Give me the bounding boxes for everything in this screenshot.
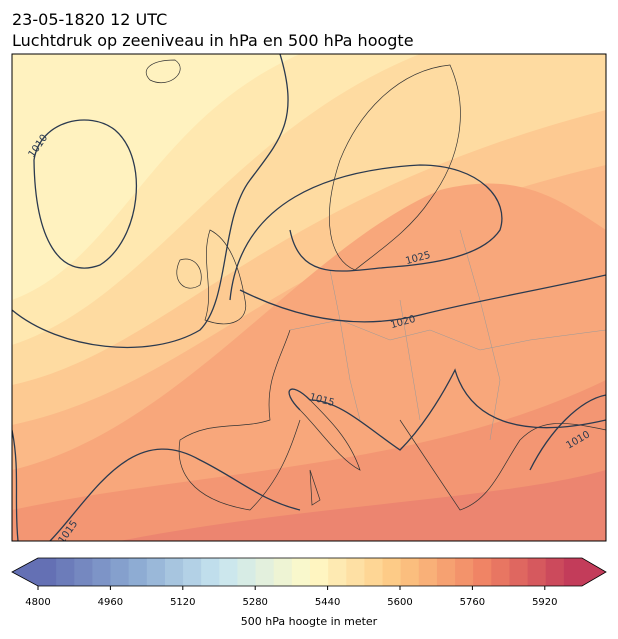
title: 23-05-1820 12 UTC <box>12 10 167 29</box>
colorbar-segment <box>183 558 202 586</box>
colorbar-tick-label: 5600 <box>387 597 412 608</box>
subtitle: Luchtdruk op zeeniveau in hPa en 500 hPa… <box>12 31 414 50</box>
colorbar-segment <box>255 558 275 586</box>
colorbar-tick-label: 5440 <box>315 597 340 608</box>
colorbar-segment <box>364 558 384 586</box>
colorbar-tick-label: 5760 <box>460 597 485 608</box>
colorbar-segment <box>382 558 402 586</box>
colorbar: 4800 4960 5120 5280 5440 5600 5760 5920 <box>11 557 607 608</box>
map-frame <box>11 53 607 542</box>
colorbar-segment <box>291 558 311 586</box>
band <box>120 470 606 541</box>
colorbar-segment <box>418 558 438 586</box>
colorbar-tick-label: 4960 <box>98 597 123 608</box>
colorbar-segment <box>328 558 347 586</box>
colorbar-tick-label: 5280 <box>242 597 267 608</box>
colorbar-segment <box>455 558 474 586</box>
colorbar-frame <box>11 557 607 587</box>
colorbar-segment <box>436 558 456 586</box>
colorbar-segment <box>545 558 565 586</box>
coastlines <box>145 59 606 511</box>
colorbar-tick-label: 5120 <box>170 597 195 608</box>
colorbar-segment <box>563 558 583 586</box>
colorbar-segment <box>164 558 184 586</box>
colorbar-extend <box>582 558 606 586</box>
colorbar-segment <box>346 558 365 586</box>
colorbar-label: 500 hPa hoogte in meter <box>241 615 378 628</box>
colorbar-segment <box>38 558 57 586</box>
colorbar-extend <box>12 558 38 586</box>
colorbar-segment <box>74 558 93 586</box>
colorbar-segment <box>509 558 529 586</box>
colorbar-segment <box>473 558 492 586</box>
colorbar-tick-label: 4800 <box>25 597 50 608</box>
colorbar-segment <box>400 558 420 586</box>
isobars <box>12 54 606 541</box>
colorbar-segment <box>527 558 547 586</box>
colorbar-segment <box>146 558 166 586</box>
colorbar-segment <box>237 558 257 586</box>
colorbar-segment <box>219 558 238 586</box>
colorbar-segment <box>201 558 220 586</box>
colorbar-segment <box>128 558 148 586</box>
colorbar-segment <box>310 558 329 586</box>
colorbar-segment <box>110 558 130 586</box>
colorbar-segment <box>273 558 293 586</box>
colorbar-segment <box>92 558 112 586</box>
colorbar-segment <box>56 558 75 586</box>
colorbar-segment <box>491 558 510 586</box>
colorbar-tick-label: 5920 <box>532 597 557 608</box>
